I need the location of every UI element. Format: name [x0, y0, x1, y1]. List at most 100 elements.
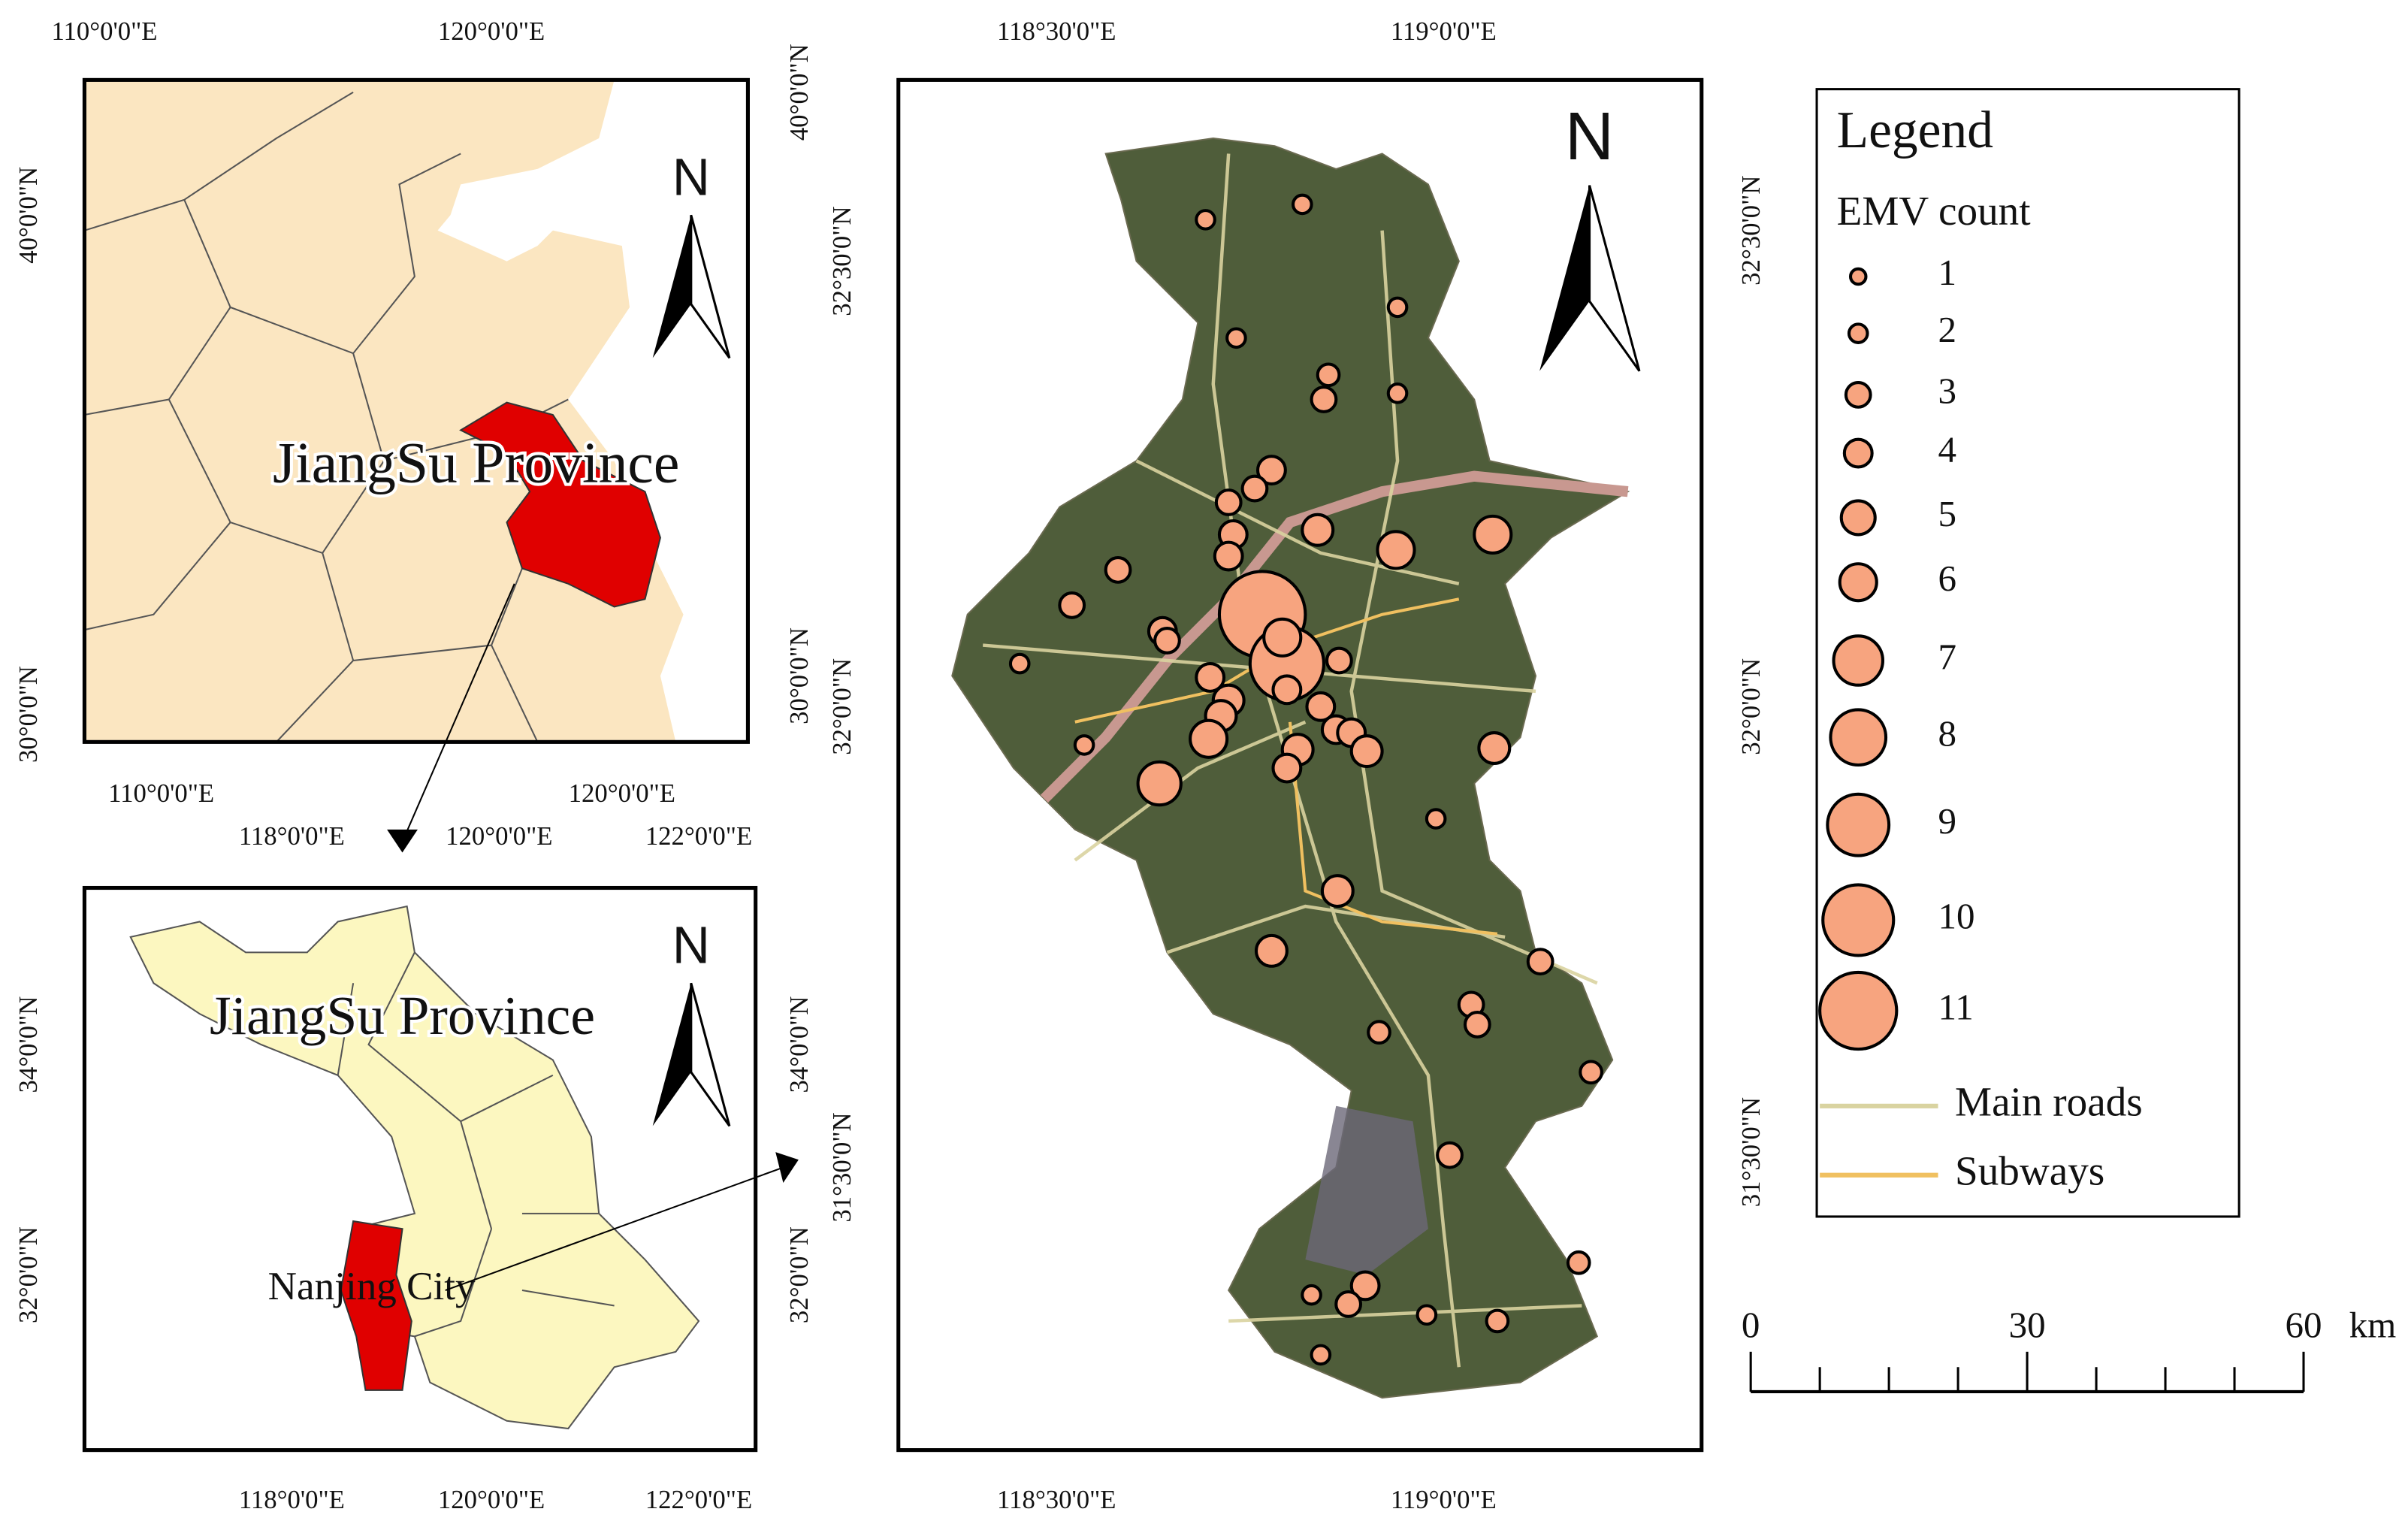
y-tick-label: 32°0'0"N [827, 658, 857, 755]
emv-point [1436, 1141, 1464, 1169]
emv-point [1367, 1020, 1391, 1045]
emv-point [1325, 646, 1353, 675]
x-tick-label: 120°0'0"E [438, 17, 545, 46]
legend-label: 2 [1938, 309, 1957, 350]
legend-label: Subways [1955, 1148, 2104, 1193]
emv-point [1310, 1344, 1332, 1366]
emv-point [1485, 1308, 1510, 1334]
emv-point [1271, 752, 1303, 784]
x-tick-label: 110°0'0"E [108, 779, 214, 808]
emv-point [1225, 327, 1247, 349]
x-tick-label: 119°0'0"E [1391, 17, 1497, 46]
y-tick-label: 34°0'0"N [14, 996, 43, 1093]
emv-point [1334, 1290, 1363, 1318]
emv-point [1320, 874, 1355, 909]
emv-point [1153, 627, 1181, 655]
north-label: N [672, 148, 710, 207]
emv-point [1271, 674, 1303, 706]
legend-subtitle: EMV count [1837, 188, 2031, 234]
legend-symbol [1832, 634, 1884, 687]
legend-symbol [1826, 792, 1891, 857]
north-label: N [672, 916, 710, 975]
legend-label: Main roads [1955, 1078, 2143, 1124]
emv-point [1386, 296, 1409, 319]
emv-point [1262, 617, 1303, 658]
pointer-arrow [445, 1166, 784, 1292]
y-tick-label: 31°30'0"N [827, 1112, 857, 1222]
legend-label: 5 [1938, 493, 1957, 534]
emv-point [1349, 1270, 1381, 1302]
emv-point [1425, 808, 1447, 830]
emv-point [1008, 652, 1031, 675]
pointer-arrow [401, 583, 515, 842]
emv-point [1301, 513, 1335, 547]
emv-points [1008, 193, 1603, 1366]
emv-point [1136, 760, 1183, 807]
x-tick-label: 122°0'0"E [645, 1485, 752, 1514]
y-tick-label: 40°0'0"N [784, 44, 814, 141]
x-tick-label: 120°0'0"E [438, 1485, 545, 1514]
emv-point [1349, 734, 1384, 769]
overview-map: JiangSu Province [84, 80, 748, 742]
y-tick-label: 32°0'0"N [1736, 658, 1766, 755]
emv-point [1254, 933, 1289, 968]
y-tick-label: 30°0'0"N [784, 627, 814, 724]
scale-label: 0 [1742, 1304, 1760, 1345]
emv-point [1195, 662, 1226, 693]
emv-point [1305, 691, 1337, 722]
north-arrow [1539, 185, 1590, 371]
legend-label: 8 [1938, 712, 1957, 754]
x-tick-label: 120°0'0"E [569, 779, 675, 808]
emv-point [1104, 556, 1132, 584]
arrow-head [387, 829, 418, 853]
legend-label: 4 [1938, 428, 1957, 470]
legend-label: 9 [1938, 800, 1957, 842]
legend-label: 3 [1938, 370, 1957, 412]
region-label: JiangSu Province [273, 430, 679, 494]
legend-symbol [1848, 267, 1868, 286]
legend-label: 6 [1938, 558, 1957, 599]
emv-point [1214, 488, 1243, 516]
scale-bar: 0 30 60 km [1742, 1304, 2396, 1393]
north-arrow [1588, 185, 1641, 372]
x-tick-label: 120°0'0"E [446, 821, 552, 851]
emv-point [1415, 1304, 1438, 1326]
x-tick-label: 118°0'0"E [239, 821, 345, 851]
emv-point [1463, 1011, 1491, 1039]
x-tick-label: 122°0'0"E [645, 821, 752, 851]
legend-symbol [1844, 380, 1872, 409]
north-arrow [690, 982, 731, 1127]
emv-point [1477, 731, 1512, 766]
emv-point [1058, 591, 1086, 619]
north-arrow [652, 983, 691, 1126]
arrow-head [775, 1152, 799, 1183]
legend-title: Legend [1837, 101, 1993, 159]
x-tick-label: 110°0'0"E [51, 17, 157, 46]
legend-symbol [1847, 322, 1869, 344]
y-tick-label: 34°0'0"N [784, 996, 814, 1093]
legend-label: 1 [1938, 252, 1957, 293]
emv-point [1579, 1060, 1603, 1085]
emv-point [1310, 386, 1338, 413]
emv-point [1292, 193, 1313, 216]
legend-symbol [1839, 499, 1877, 537]
legend-symbol [1829, 708, 1888, 767]
region-label: JiangSu Province [210, 984, 595, 1046]
legend-symbol [1838, 562, 1878, 603]
x-tick-label: 118°30'0"E [997, 1485, 1116, 1514]
y-tick-label: 32°30'0"N [827, 206, 857, 316]
y-tick-label: 30°0'0"N [14, 666, 43, 763]
emv-point [1473, 514, 1513, 555]
x-tick-label: 118°0'0"E [239, 1485, 345, 1514]
emv-point [1189, 718, 1229, 759]
legend-symbol [1818, 970, 1899, 1051]
x-tick-label: 119°0'0"E [1391, 1485, 1497, 1514]
y-tick-label: 32°0'0"N [784, 1226, 814, 1323]
emv-point [1386, 382, 1409, 404]
y-tick-label: 32°0'0"N [14, 1226, 43, 1323]
scale-label: 60 [2285, 1304, 2322, 1345]
north-label: N [1565, 98, 1614, 174]
y-tick-label: 31°30'0"N [1736, 1097, 1766, 1207]
emv-point [1566, 1250, 1591, 1275]
y-tick-label: 32°30'0"N [1736, 176, 1766, 286]
